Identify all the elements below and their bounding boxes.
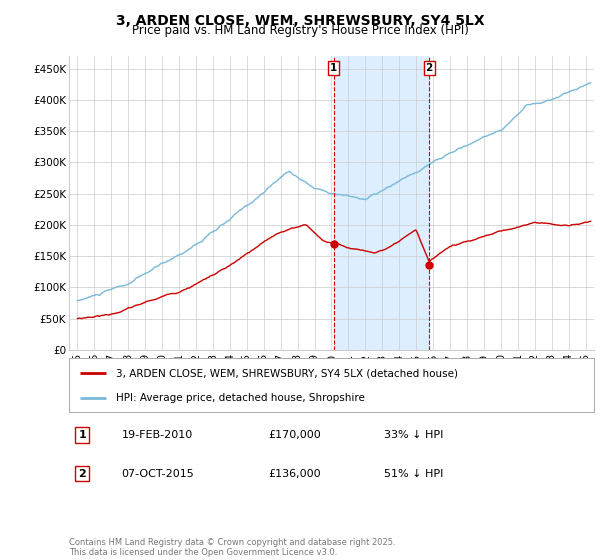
- Text: 1: 1: [78, 430, 86, 440]
- Text: HPI: Average price, detached house, Shropshire: HPI: Average price, detached house, Shro…: [116, 393, 365, 403]
- Text: 51% ↓ HPI: 51% ↓ HPI: [384, 469, 443, 479]
- Text: Contains HM Land Registry data © Crown copyright and database right 2025.
This d: Contains HM Land Registry data © Crown c…: [69, 538, 395, 557]
- Text: Price paid vs. HM Land Registry's House Price Index (HPI): Price paid vs. HM Land Registry's House …: [131, 24, 469, 37]
- Text: 07-OCT-2015: 07-OCT-2015: [121, 469, 194, 479]
- Text: £136,000: £136,000: [269, 469, 321, 479]
- Text: 33% ↓ HPI: 33% ↓ HPI: [384, 430, 443, 440]
- Text: 19-FEB-2010: 19-FEB-2010: [121, 430, 193, 440]
- Text: 2: 2: [78, 469, 86, 479]
- Text: 1: 1: [330, 63, 337, 73]
- Text: 3, ARDEN CLOSE, WEM, SHREWSBURY, SY4 5LX: 3, ARDEN CLOSE, WEM, SHREWSBURY, SY4 5LX: [116, 14, 484, 28]
- Text: 2: 2: [425, 63, 433, 73]
- Bar: [334, 56, 429, 350]
- Text: £170,000: £170,000: [269, 430, 321, 440]
- Text: 3, ARDEN CLOSE, WEM, SHREWSBURY, SY4 5LX (detached house): 3, ARDEN CLOSE, WEM, SHREWSBURY, SY4 5LX…: [116, 368, 458, 379]
